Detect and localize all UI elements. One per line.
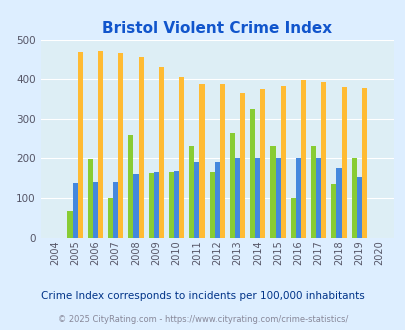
Bar [315, 158, 320, 238]
Bar [356, 178, 361, 238]
Bar [351, 158, 356, 238]
Bar [341, 87, 346, 238]
Bar [168, 172, 174, 238]
Bar [72, 183, 77, 238]
Bar [361, 87, 366, 238]
Bar [229, 133, 234, 238]
Bar [330, 184, 336, 238]
Bar [260, 89, 265, 238]
Bar [108, 198, 113, 238]
Bar [270, 146, 275, 238]
Text: © 2025 CityRating.com - https://www.cityrating.com/crime-statistics/: © 2025 CityRating.com - https://www.city… [58, 315, 347, 324]
Bar [93, 182, 98, 238]
Bar [239, 93, 245, 238]
Title: Bristol Violent Crime Index: Bristol Violent Crime Index [102, 21, 331, 36]
Bar [295, 158, 300, 238]
Bar [300, 81, 305, 238]
Bar [179, 77, 184, 238]
Bar [194, 162, 199, 238]
Bar [199, 84, 204, 238]
Bar [320, 82, 326, 238]
Bar [174, 171, 179, 238]
Bar [255, 158, 260, 238]
Bar [148, 173, 153, 238]
Bar [209, 172, 214, 238]
Bar [133, 174, 138, 238]
Bar [219, 84, 224, 238]
Bar [153, 172, 158, 238]
Bar [77, 52, 83, 238]
Bar [138, 57, 143, 238]
Bar [275, 158, 280, 238]
Bar [214, 162, 219, 238]
Bar [280, 86, 285, 238]
Bar [87, 159, 93, 238]
Bar [67, 211, 72, 238]
Text: Crime Index corresponds to incidents per 100,000 inhabitants: Crime Index corresponds to incidents per… [41, 291, 364, 301]
Bar [249, 109, 255, 238]
Bar [158, 67, 164, 238]
Bar [189, 146, 194, 238]
Bar [113, 182, 118, 238]
Bar [98, 51, 103, 238]
Bar [336, 168, 341, 238]
Bar [290, 198, 295, 238]
Bar [128, 135, 133, 238]
Bar [118, 53, 123, 238]
Bar [310, 146, 315, 238]
Bar [234, 158, 239, 238]
